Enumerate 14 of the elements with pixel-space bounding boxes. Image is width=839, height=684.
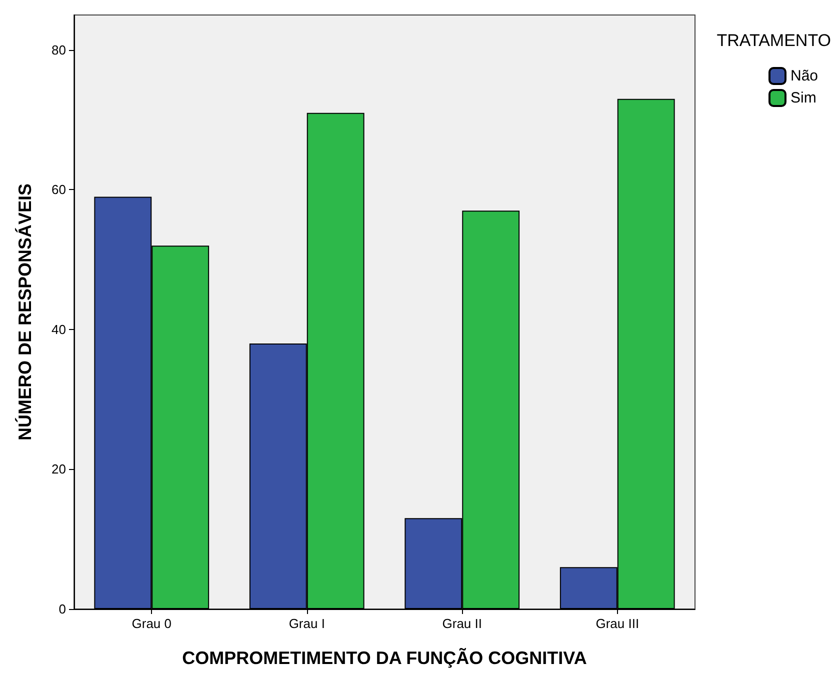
y-axis-title: NÚMERO DE RESPONSÁVEIS [15,183,35,441]
legend-label: Não [790,68,818,84]
legend-label: Sim [790,90,816,106]
y-tick-label: 40 [52,322,66,337]
x-tick-label: Grau III [596,616,640,631]
x-axis-title: COMPROMETIMENTO DA FUNÇÃO COGNITIVA [182,647,587,668]
legend-title: TRATAMENTO [716,31,832,50]
x-tick-label: Grau I [288,616,325,631]
y-tick-label: 0 [58,602,66,616]
y-tick-label: 20 [52,462,66,477]
y-tick-label: 60 [52,182,66,198]
x-tick-label: Grau 0 [132,616,172,631]
x-tick-label: Grau II [442,616,482,631]
y-tick-label: 80 [52,42,66,58]
